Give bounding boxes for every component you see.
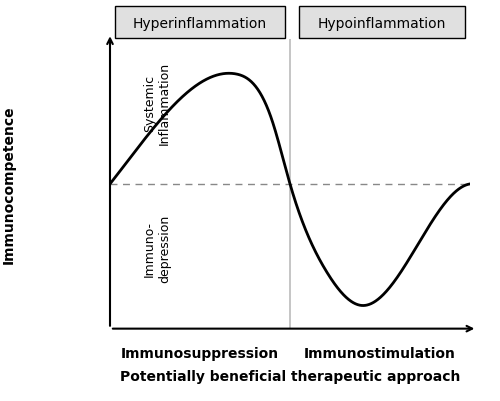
Text: Hypoinflammation: Hypoinflammation [318, 17, 446, 31]
Text: Potentially beneficial therapeutic approach: Potentially beneficial therapeutic appro… [120, 369, 460, 383]
FancyBboxPatch shape [299, 7, 464, 38]
Text: Immunocompetence: Immunocompetence [2, 105, 16, 263]
Text: Systemic
Inflammation: Systemic Inflammation [143, 62, 171, 145]
Text: Immuno-
depression: Immuno- depression [143, 214, 171, 282]
Text: Immunosuppression: Immunosuppression [121, 346, 279, 360]
FancyBboxPatch shape [116, 7, 284, 38]
Text: Hyperinflammation: Hyperinflammation [133, 17, 267, 31]
Text: Immunostimulation: Immunostimulation [304, 346, 456, 360]
